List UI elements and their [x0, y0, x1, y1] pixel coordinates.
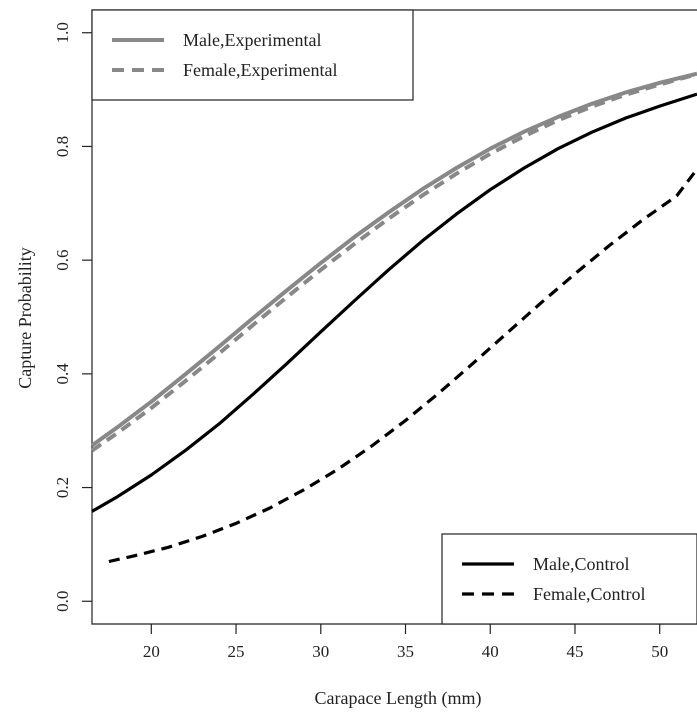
legend-bottom-right: Male,Control Female,Control: [441, 533, 697, 625]
series-line-male-control: [91, 92, 697, 513]
legend-label: Male,Control: [533, 554, 630, 574]
legend-label: Female,Control: [533, 584, 645, 604]
y-tick-label: 1.0: [53, 22, 72, 43]
x-tick-label: 20: [143, 642, 160, 661]
legend-top-left: Male,Experimental Female,Experimental: [91, 9, 414, 101]
series-line-female-control: [108, 168, 697, 564]
legend-box: [91, 9, 414, 101]
y-tick-label: 0.6: [53, 250, 72, 271]
legend-box: [441, 533, 697, 625]
series-line-female-experimental: [90, 72, 697, 453]
y-tick-label: 0.0: [53, 591, 72, 612]
x-tick-label: 40: [482, 642, 499, 661]
x-tick-label: 30: [312, 642, 329, 661]
x-axis-title: Carapace Length (mm): [315, 688, 482, 709]
y-tick-label: 0.8: [53, 136, 72, 157]
x-tick-label: 50: [651, 642, 668, 661]
x-tick-label: 35: [397, 642, 414, 661]
x-tick-label: 25: [228, 642, 245, 661]
legend-label: Female,Experimental: [183, 60, 337, 80]
y-axis-title: Capture Probability: [15, 247, 35, 388]
plot-frame: [91, 9, 697, 625]
x-tick-label: 45: [566, 642, 583, 661]
y-tick-label: 0.4: [53, 363, 72, 385]
series-line-male-experimental: [90, 71, 697, 448]
legend-label: Male,Experimental: [183, 30, 321, 50]
y-tick-label: 0.2: [53, 477, 72, 498]
